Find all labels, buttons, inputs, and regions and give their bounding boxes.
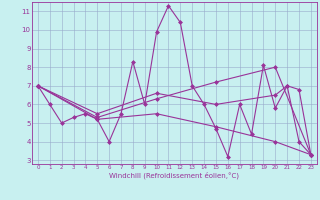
- X-axis label: Windchill (Refroidissement éolien,°C): Windchill (Refroidissement éolien,°C): [109, 172, 239, 179]
